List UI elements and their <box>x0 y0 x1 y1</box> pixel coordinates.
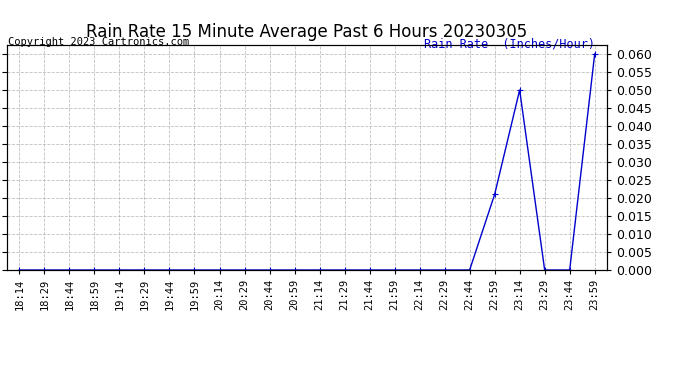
Title: Rain Rate 15 Minute Average Past 6 Hours 20230305: Rain Rate 15 Minute Average Past 6 Hours… <box>86 22 528 40</box>
Text: Copyright 2023 Cartronics.com: Copyright 2023 Cartronics.com <box>8 37 189 47</box>
Text: Rain Rate  (Inches/Hour): Rain Rate (Inches/Hour) <box>424 37 595 50</box>
